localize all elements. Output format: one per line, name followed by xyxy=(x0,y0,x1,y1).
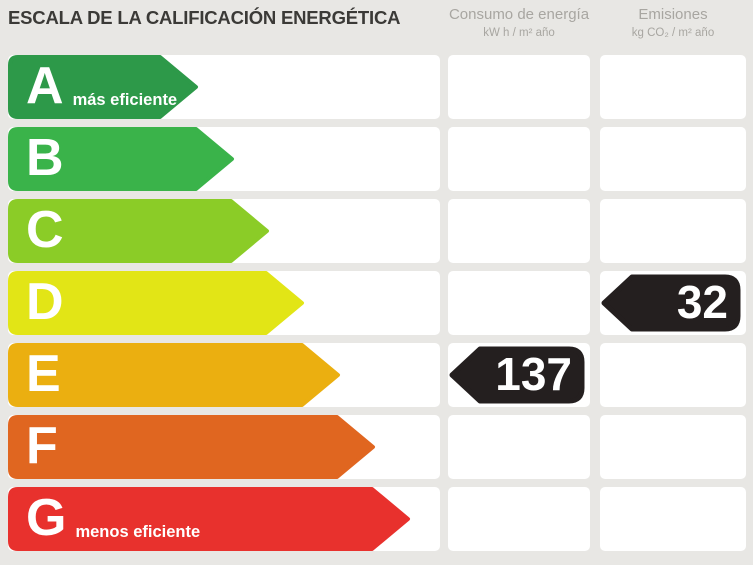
value-arrow: 32 xyxy=(600,274,741,332)
rating-arrow xyxy=(8,55,198,119)
rating-rows: A más eficiente B xyxy=(0,55,753,551)
emissions-cell: 32 xyxy=(600,271,746,335)
consumption-cell: 137 xyxy=(448,343,590,407)
emissions-cell xyxy=(600,487,746,551)
rating-bar-overlay: C xyxy=(8,199,64,263)
emissions-cell xyxy=(600,55,746,119)
rating-bar-overlay: E xyxy=(8,343,61,407)
rating-note: más eficiente xyxy=(72,91,178,109)
rating-bar-track: G menos eficiente xyxy=(8,487,440,551)
value-number: 32 xyxy=(676,276,728,329)
rating-arrow xyxy=(8,343,340,407)
column-header-consumption: Consumo de energía kW h / m² año xyxy=(448,6,590,39)
rating-note: menos eficiente xyxy=(75,523,201,541)
rating-bar-track: A más eficiente xyxy=(8,55,440,119)
rating-letter: E xyxy=(26,345,61,403)
rating-letter: C xyxy=(26,201,64,259)
emissions-cell xyxy=(600,199,746,263)
value-arrow-shape xyxy=(601,274,741,332)
emissions-cell xyxy=(600,415,746,479)
rating-bar-overlay: A más eficiente xyxy=(8,55,177,119)
page-title: ESCALA DE LA CALIFICACIÓN ENERGÉTICA xyxy=(8,7,401,28)
rating-bar-track: B xyxy=(8,127,440,191)
rating-row: B xyxy=(0,127,753,191)
rating-arrow xyxy=(8,127,234,191)
consumption-cell xyxy=(448,55,590,119)
consumption-cell xyxy=(448,271,590,335)
consumption-cell xyxy=(448,127,590,191)
rating-row: C xyxy=(0,199,753,263)
rating-bar-overlay: B xyxy=(8,127,64,191)
rating-letter: F xyxy=(26,417,58,475)
rating-bar-track: F xyxy=(8,415,440,479)
emissions-cell xyxy=(600,343,746,407)
rating-row: G menos eficiente xyxy=(0,487,753,551)
rating-arrow xyxy=(8,271,304,335)
emissions-cell xyxy=(600,127,746,191)
consumption-cell xyxy=(448,487,590,551)
column-header-emissions: Emisiones kg CO₂ / m² año xyxy=(600,6,746,39)
rating-bar-track: E xyxy=(8,343,440,407)
rating-row: E 137 xyxy=(0,343,753,407)
emissions-header-label: Emisiones xyxy=(638,6,708,23)
rating-letter: A xyxy=(26,57,64,115)
consumption-header-unit: kW h / m² año xyxy=(483,27,555,40)
rating-row: D 32 xyxy=(0,271,753,335)
rating-bar-track: D xyxy=(8,271,440,335)
rating-bar-overlay: F xyxy=(8,415,58,479)
consumption-cell xyxy=(448,199,590,263)
value-arrow: 137 xyxy=(448,346,585,404)
rating-arrow xyxy=(8,199,269,263)
value-arrow-shape xyxy=(449,346,585,404)
rating-arrow xyxy=(8,487,410,551)
consumption-cell xyxy=(448,415,590,479)
rating-letter: D xyxy=(26,273,64,331)
rating-bar-track: C xyxy=(8,199,440,263)
rating-bar-overlay: D xyxy=(8,271,64,335)
rating-arrow xyxy=(8,415,375,479)
rating-row: A más eficiente xyxy=(0,55,753,119)
value-number: 137 xyxy=(495,348,572,401)
rating-letter: B xyxy=(26,129,64,187)
emissions-header-unit: kg CO₂ / m² año xyxy=(631,27,715,40)
consumption-header-label: Consumo de energía xyxy=(448,6,590,23)
rating-letter: G xyxy=(26,489,67,547)
rating-row: F xyxy=(0,415,753,479)
rating-bar-overlay: G menos eficiente xyxy=(8,487,200,551)
